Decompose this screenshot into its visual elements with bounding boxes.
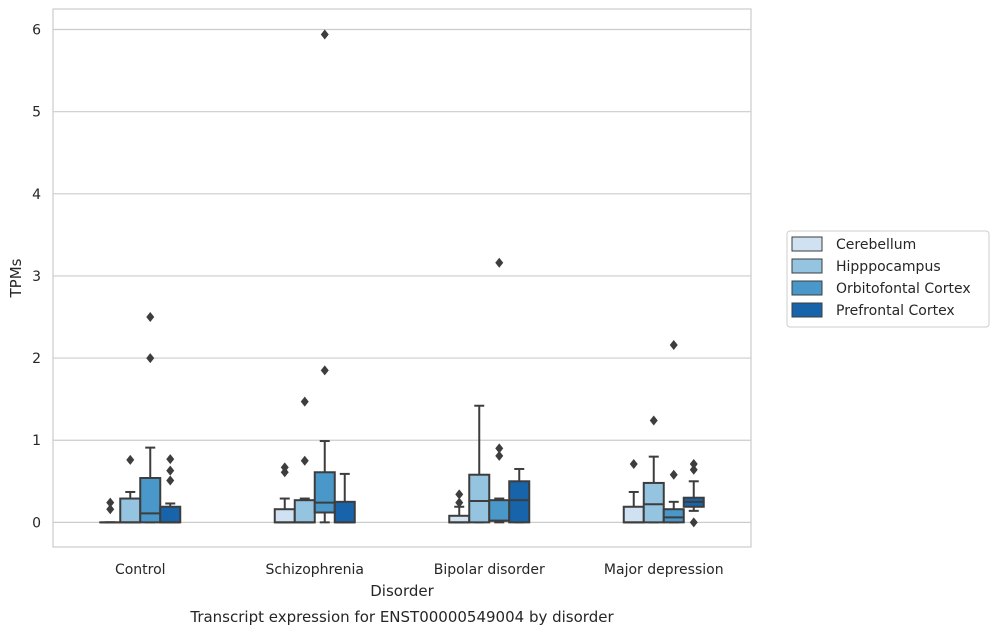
outlier-point (166, 454, 175, 465)
outlier-point (495, 450, 504, 461)
box (508, 480, 531, 524)
box-plot (662, 339, 685, 524)
box-plot (333, 472, 356, 524)
outlier-point (455, 497, 464, 508)
outlier-point (146, 312, 155, 323)
outlier-point (146, 353, 155, 364)
box (662, 508, 685, 524)
outlier-point (689, 459, 698, 470)
x-tick-label: Bipolar disorder (434, 562, 545, 578)
y-tick-label: 6 (32, 23, 41, 39)
box-plot (313, 29, 336, 524)
outlier-point (629, 459, 638, 470)
y-axis-label: TPMs (7, 258, 25, 298)
box-plot (508, 467, 531, 524)
box (139, 477, 162, 524)
x-tick-label: Major depression (604, 562, 724, 578)
outlier-point (106, 497, 115, 508)
chart-caption: Transcript expression for ENST0000054900… (189, 608, 614, 626)
x-tick-label: Control (115, 562, 166, 578)
y-tick-label: 1 (32, 433, 41, 449)
box (622, 505, 645, 524)
legend-frame (786, 230, 990, 328)
legend-label: Cerebellum (836, 237, 916, 253)
x-axis-label: Disorder (370, 582, 434, 600)
y-tick-labels: 0 1 2 3 4 5 6 (32, 23, 41, 532)
box-plot (448, 489, 471, 524)
box (293, 499, 316, 524)
x-tick-label: Schizophrenia (266, 562, 364, 578)
box (273, 508, 296, 524)
legend-swatch (791, 258, 823, 274)
y-tick-label: 5 (32, 105, 41, 121)
plot-area (52, 8, 752, 548)
box (119, 497, 142, 524)
outlier-point (300, 396, 309, 407)
box (159, 505, 182, 524)
box-plot (293, 396, 316, 524)
outlier-point (669, 339, 678, 350)
x-tick-labels: Control Schizophrenia Bipolar disorder Majo… (115, 562, 724, 578)
outlier-point (689, 517, 698, 528)
legend: Cerebellum Hipppocampus Orbitofontal Corte… (786, 230, 990, 328)
outlier-point (166, 465, 175, 476)
box-plot (682, 459, 705, 528)
y-tick-label: 2 (32, 351, 41, 367)
outlier-point (320, 365, 329, 376)
box-series (99, 29, 705, 528)
y-tick-label: 0 (32, 515, 41, 531)
outlier-point (106, 504, 115, 515)
outlier-point (300, 455, 309, 466)
legend-label: Prefrontal Cortex (836, 303, 955, 319)
y-tick-label: 3 (32, 269, 41, 285)
outlier-point (495, 443, 504, 454)
outlier-point (669, 469, 678, 480)
box-plot (642, 415, 665, 524)
outlier-point (495, 257, 504, 268)
box-plot (488, 257, 511, 524)
box-plot (139, 312, 162, 524)
box (468, 473, 491, 524)
box-plot (468, 404, 491, 524)
legend-label: Orbitofontal Cortex (836, 281, 971, 297)
box-plot (119, 454, 142, 524)
outlier-point (649, 415, 658, 426)
box (642, 481, 665, 524)
legend-swatch (791, 236, 823, 252)
outlier-point (689, 464, 698, 475)
legend-swatch (791, 280, 823, 296)
outlier-point (126, 454, 135, 465)
box-plot (159, 454, 182, 524)
outlier-point (320, 29, 329, 40)
box (488, 499, 511, 522)
y-tick-label: 4 (32, 187, 41, 203)
outlier-point (455, 489, 464, 500)
box (313, 471, 336, 514)
legend-swatch (791, 302, 823, 318)
outlier-point (166, 475, 175, 486)
grid (53, 28, 751, 523)
legend-label: Hipppocampus (836, 259, 941, 275)
box (333, 500, 356, 524)
outlier-point (280, 462, 289, 473)
